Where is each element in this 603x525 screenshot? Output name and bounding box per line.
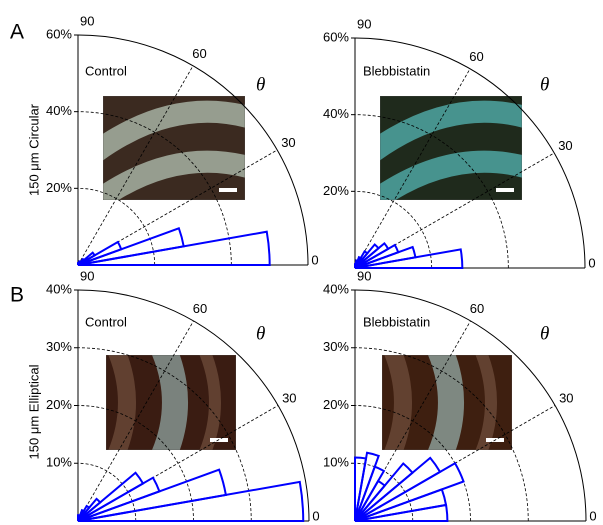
panel-label: A <box>10 21 24 44</box>
theta-tick-label: 60 <box>470 301 484 316</box>
r-tick-label: 20% <box>323 397 349 412</box>
rose-bar <box>355 264 356 268</box>
rose-bar <box>78 515 79 521</box>
theta-tick-label: 30 <box>281 135 295 150</box>
panel-label: B <box>10 284 24 307</box>
theta-tick-label: 90 <box>80 13 94 28</box>
theta-label: θ <box>540 74 549 95</box>
theta-tick-label: 90 <box>80 268 94 283</box>
inset-band <box>440 350 451 455</box>
theta-tick-label: 60 <box>192 46 206 61</box>
theta-tick-label: 60 <box>469 49 483 64</box>
theta-tick-label: 90 <box>357 16 371 31</box>
inset-band <box>164 350 175 455</box>
row-title: 150 μm Elliptical <box>26 364 41 459</box>
inset-image <box>370 96 532 204</box>
row-title: 150 μm Circular <box>26 103 41 196</box>
r-tick-label: 20% <box>46 180 72 195</box>
theta-tick-label: 30 <box>558 138 572 153</box>
theta-tick-label: 0 <box>311 252 318 267</box>
theta-label: θ <box>256 323 265 344</box>
r-tick-label: 60% <box>323 29 349 44</box>
theta-tick-label: 90 <box>357 268 371 283</box>
inset-image <box>382 350 512 455</box>
theta-tick-label: 30 <box>559 390 573 405</box>
theta-tick-label: 30 <box>282 390 296 405</box>
r-tick-label: 20% <box>46 397 72 412</box>
r-tick-label: 40% <box>323 106 349 121</box>
r-tick-label: 60% <box>46 26 72 41</box>
inset-image <box>106 350 236 455</box>
figure: A B 150 μm Circular 150 μm Elliptical 20… <box>0 0 603 525</box>
panel-title: Control <box>85 314 127 329</box>
theta-label: θ <box>540 323 549 344</box>
theta-tick-label: 60 <box>193 301 207 316</box>
theta-tick-label: 0 <box>589 508 596 523</box>
r-tick-label: 10% <box>323 455 349 470</box>
r-tick-label: 30% <box>46 339 72 354</box>
r-tick-label: 40% <box>46 103 72 118</box>
panel-title: Blebbistatin <box>363 314 430 329</box>
panel-title: Blebbistatin <box>363 63 430 78</box>
scale-bar <box>219 188 237 192</box>
r-tick-label: 20% <box>323 183 349 198</box>
panel-title: Control <box>85 63 127 78</box>
r-tick-label: 40% <box>46 281 72 296</box>
theta-label: θ <box>256 74 265 95</box>
theta-tick-label: 0 <box>312 508 319 523</box>
scale-bar <box>496 188 514 192</box>
r-tick-label: 40% <box>323 281 349 296</box>
r-tick-label: 30% <box>323 339 349 354</box>
inset-image <box>93 96 255 204</box>
theta-tick-label: 0 <box>588 255 595 270</box>
r-tick-label: 10% <box>46 455 72 470</box>
